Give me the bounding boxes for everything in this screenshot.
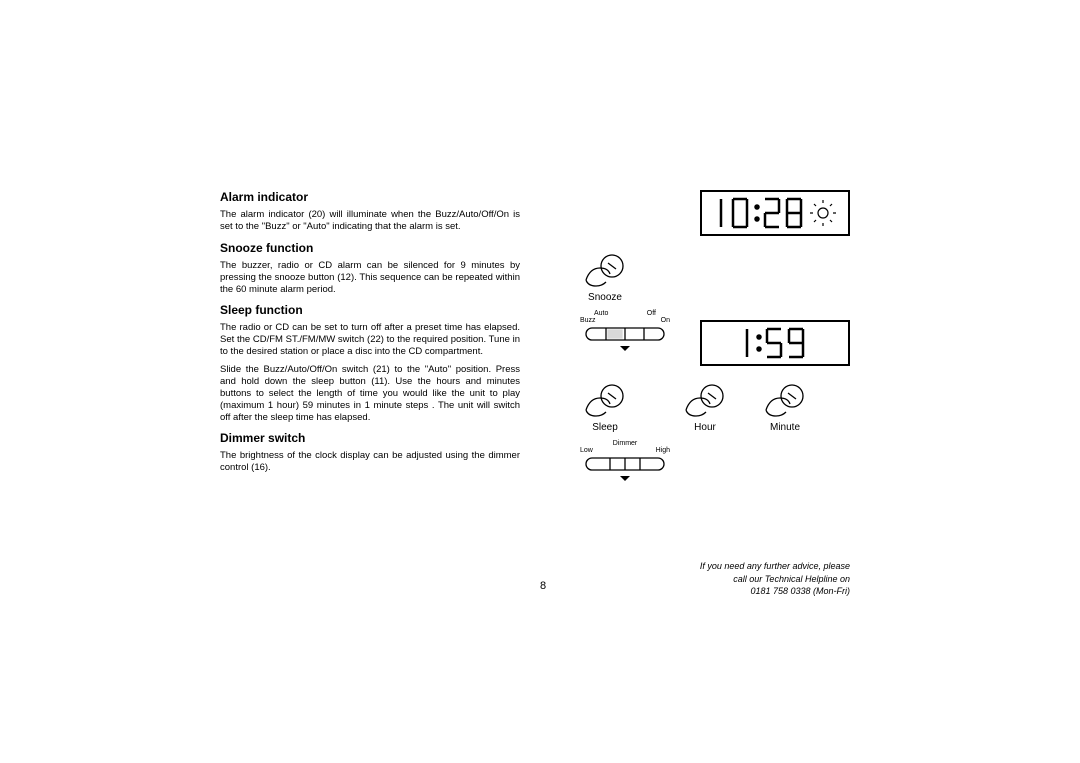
dimmer-slider-svg [580,454,670,484]
footer-help: If you need any further advice, please c… [700,560,850,598]
page-number: 8 [540,580,546,592]
heading-snooze: Snooze function [220,241,520,256]
lcd-sleep [700,320,850,366]
para-sleep-2: Slide the Buzz/Auto/Off/On switch (21) t… [220,364,520,423]
slider-buzz: Buzz [580,317,596,324]
slider-auto: Auto [594,310,608,317]
para-dimmer: The brightness of the clock display can … [220,450,520,474]
lcd-sleep-svg [705,323,845,363]
hour-button-diagram [680,380,730,420]
minute-button-diagram [760,380,810,420]
dimmer-high: High [656,447,670,454]
hour-label: Hour [680,422,730,433]
para-snooze: The buzzer, radio or CD alarm can be sil… [220,260,520,296]
minute-label: Minute [760,422,810,433]
slider-on: On [661,317,670,324]
manual-page: Alarm indicator The alarm indicator (20)… [220,190,860,610]
dimmer-slider: Dimmer Low High [580,440,670,489]
footer-line-1: If you need any further advice, please [700,560,850,573]
text-column: Alarm indicator The alarm indicator (20)… [220,190,520,610]
slider-off: Off [647,310,656,317]
snooze-button-diagram [580,250,630,290]
heading-dimmer: Dimmer switch [220,431,520,446]
footer-line-3: 0181 758 0338 (Mon-Fri) [700,585,850,598]
sleep-button-diagram [580,380,630,420]
heading-alarm: Alarm indicator [220,190,520,205]
mode-slider: Auto Off Buzz On [580,310,670,359]
para-sleep-1: The radio or CD can be set to turn off a… [220,322,520,358]
sleep-label: Sleep [580,422,630,433]
heading-sleep: Sleep function [220,303,520,318]
diagram-column: Snooze Auto Off Buzz On [550,190,850,610]
snooze-label: Snooze [580,292,630,303]
dimmer-title: Dimmer [580,440,670,447]
para-alarm: The alarm indicator (20) will illuminate… [220,209,520,233]
lcd-clock-svg [705,193,845,233]
mode-slider-svg [580,324,670,354]
dimmer-low: Low [580,447,593,454]
lcd-clock [700,190,850,236]
footer-line-2: call our Technical Helpline on [700,573,850,586]
